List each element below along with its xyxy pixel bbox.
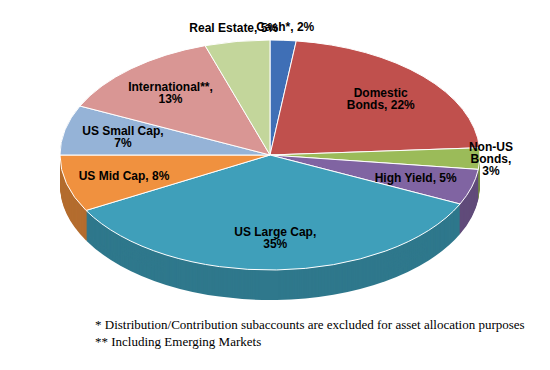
svg-text:US Large Cap,35%: US Large Cap,35% [234, 225, 316, 251]
svg-text:Cash*, 2%: Cash*, 2% [256, 19, 315, 34]
html-text:** Including Emerging Markets: ** Including Emerging Markets [95, 334, 262, 349]
svg-text:International**,13%: International**,13% [128, 80, 213, 106]
svg-text:US Small Cap,7%: US Small Cap,7% [82, 124, 163, 150]
html-text:* Distribution/Contribution su: * Distribution/Contribution subaccounts … [95, 317, 525, 332]
svg-text:DomesticBonds, 22%: DomesticBonds, 22% [347, 86, 415, 112]
svg-text:US Mid Cap, 8%: US Mid Cap, 8% [79, 169, 170, 183]
svg-text:Real Estate, 5%: Real Estate, 5% [189, 21, 278, 35]
svg-text:High Yield, 5%: High Yield, 5% [375, 171, 457, 185]
svg-text:Non-USBonds,3%: Non-USBonds,3% [469, 140, 513, 178]
